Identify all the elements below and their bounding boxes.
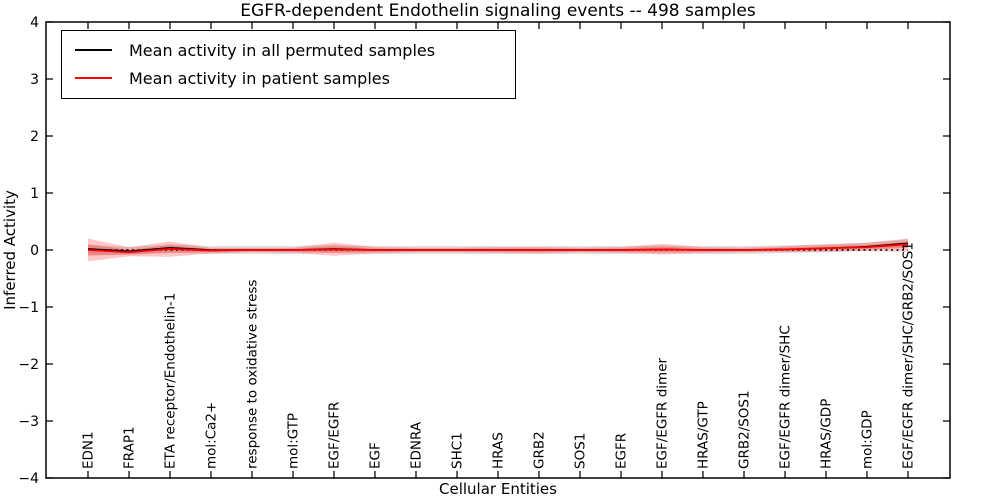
x-tick-label: GRB2/SOS1 bbox=[737, 390, 753, 469]
patient-band-inner bbox=[88, 241, 908, 256]
x-tick-labels-group: EDN1 FRAP1 ETA receptor/Endothelin-1 mol:Ca… bbox=[81, 242, 917, 469]
x-tick-label: mol:GDP bbox=[860, 410, 876, 469]
x-tick-label: EGF/EGFR dimer/SHC bbox=[778, 325, 794, 469]
x-tick-label: HRAS/GDP bbox=[819, 399, 835, 469]
x-axis-label: Cellular Entities bbox=[439, 480, 557, 498]
y-tick-label: 2 bbox=[30, 129, 39, 145]
x-tick-label: HRAS bbox=[491, 432, 507, 469]
y-tick-label: 0 bbox=[30, 243, 39, 259]
x-tick-label: GRB2 bbox=[532, 431, 548, 469]
y-tick-label: 3 bbox=[30, 72, 39, 88]
y-tick-labels-group: 4 3 2 1 0 −1 −2 −3 −4 bbox=[18, 15, 39, 487]
permuted-band bbox=[88, 239, 908, 256]
y-tick-label: −1 bbox=[18, 300, 39, 316]
x-tick-label: EGF/EGFR dimer bbox=[655, 357, 671, 469]
legend: Mean activity in all permuted samples Me… bbox=[61, 30, 516, 99]
x-tick-label: SHC1 bbox=[450, 432, 466, 469]
x-tick-label: mol:Ca2+ bbox=[204, 402, 220, 469]
x-tick-label: ETA receptor/Endothelin-1 bbox=[163, 293, 179, 469]
patient-line-swatch bbox=[75, 77, 112, 79]
x-tick-label: EDN1 bbox=[81, 431, 97, 469]
y-tick-label: 1 bbox=[30, 186, 39, 202]
chart-title: EGFR-dependent Endothelin signaling even… bbox=[240, 1, 756, 21]
patient-mean-line-group bbox=[87, 243, 909, 254]
x-tick-label: EGFR bbox=[614, 433, 630, 469]
legend-label-patient: Mean activity in patient samples bbox=[129, 68, 390, 88]
y-tick-label: −3 bbox=[18, 414, 39, 430]
tick-marks-group bbox=[46, 21, 950, 479]
x-tick-label: response to oxidative stress bbox=[245, 280, 261, 469]
legend-item-permuted: Mean activity in all permuted samples bbox=[62, 36, 515, 64]
x-tick-label: EGF/EGFR dimer/SHC/GRB2/SOS1 bbox=[901, 242, 917, 469]
y-axis-label: Inferred Activity bbox=[1, 190, 19, 310]
legend-item-patient: Mean activity in patient samples bbox=[62, 64, 515, 92]
x-tick-label: HRAS/GTP bbox=[696, 401, 712, 469]
y-tick-label: −2 bbox=[18, 357, 39, 373]
permuted-band-group bbox=[88, 239, 908, 256]
x-tick-label: EGF/EGFR bbox=[327, 402, 343, 469]
permuted-line-swatch bbox=[75, 49, 112, 51]
x-tick-label: EGF bbox=[368, 442, 384, 469]
x-tick-label: SOS1 bbox=[573, 433, 589, 469]
y-tick-label: 4 bbox=[30, 15, 39, 31]
x-tick-label: FRAP1 bbox=[122, 426, 138, 469]
legend-label-permuted: Mean activity in all permuted samples bbox=[129, 40, 436, 60]
y-tick-label: −4 bbox=[18, 471, 39, 487]
patient-mean-line bbox=[87, 243, 909, 254]
x-tick-label: EDNRA bbox=[409, 421, 425, 469]
x-tick-label: mol:GTP bbox=[286, 413, 302, 469]
